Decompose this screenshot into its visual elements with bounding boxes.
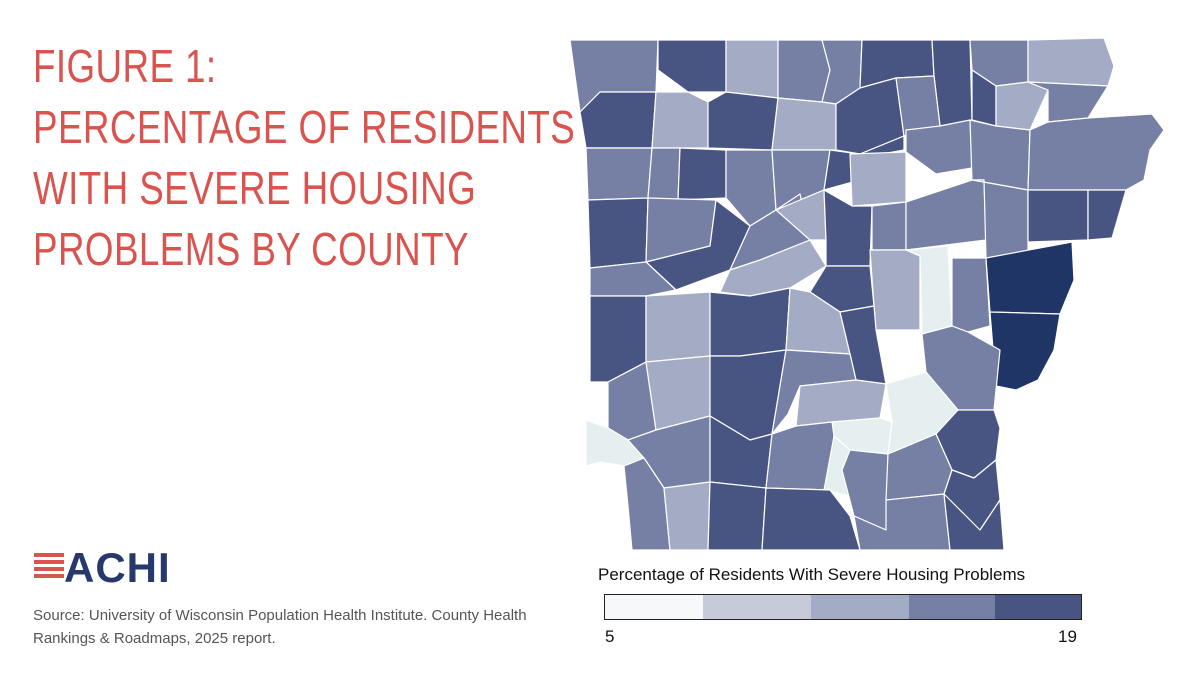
achi-logo: ACHI [34, 544, 194, 591]
legend-bin-5 [995, 595, 1081, 619]
county-chicot-s [943, 493, 1005, 551]
county-ouachita [765, 421, 835, 491]
title-line-2: PERCENTAGE OF RESIDENTS [33, 101, 576, 153]
county-perry [719, 239, 827, 297]
county-columbia [707, 481, 767, 551]
county-searcy [771, 97, 837, 151]
county-montgomery [645, 291, 711, 363]
county-crittenden-n [1027, 189, 1089, 243]
legend-color-scale [604, 594, 1082, 620]
legend-bin-4 [909, 595, 995, 619]
arkansas-county-map [569, 37, 1165, 551]
county-washington [579, 91, 657, 149]
county-scott [589, 261, 677, 297]
logo-stripes-icon [34, 553, 64, 581]
county-mississippi [1027, 113, 1165, 191]
county-newton [707, 91, 779, 151]
figure-title: FIGURE 1: PERCENTAGE OF RESIDENTS WITH S… [33, 36, 576, 280]
county-crittenden [951, 257, 991, 333]
county-greene [995, 81, 1049, 131]
county-madison [651, 91, 709, 149]
county-franklin [647, 147, 681, 201]
title-line-1: FIGURE 1: [33, 40, 217, 92]
source-note: Source: University of Wisconsin Populati… [33, 607, 527, 647]
legend-min-label: 5 [605, 627, 615, 646]
county-marion [777, 39, 831, 103]
county-carroll [657, 39, 727, 93]
county-woodruff [871, 201, 907, 251]
county-johnson [677, 147, 727, 201]
logo-wordmark: ACHI [64, 544, 171, 591]
legend-title: Percentage of Residents With Severe Hous… [598, 565, 1026, 584]
legend-max-label: 19 [1058, 627, 1077, 646]
county-crawford [585, 147, 653, 201]
county-crittenden-e [1087, 189, 1127, 241]
county-garland [709, 287, 791, 357]
county-clay [1027, 37, 1115, 87]
county-union [761, 487, 861, 551]
county-craighead-south [985, 241, 1075, 315]
county-boone [725, 39, 779, 99]
title-line-3: WITH SEVERE HOUSING [33, 162, 477, 214]
county-prairie [869, 249, 921, 331]
county-cross [905, 179, 987, 251]
county-independence [849, 151, 907, 207]
county-sebastian [587, 197, 649, 269]
legend-bin-3 [811, 595, 909, 619]
legend-bin-2 [703, 595, 811, 619]
county-lafayette [663, 481, 711, 551]
title-line-4: PROBLEMS BY COUNTY [33, 223, 469, 275]
legend-bin-1 [605, 595, 703, 619]
